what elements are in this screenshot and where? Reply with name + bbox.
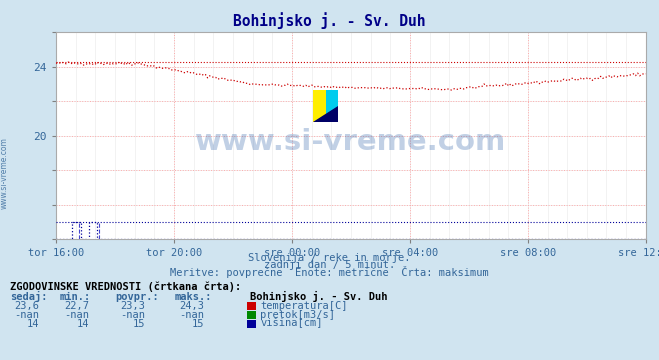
Polygon shape xyxy=(313,106,338,122)
Text: 15: 15 xyxy=(132,319,145,329)
Text: zadnji dan / 5 minut.: zadnji dan / 5 minut. xyxy=(264,260,395,270)
Text: 14: 14 xyxy=(27,319,40,329)
Text: 15: 15 xyxy=(192,319,204,329)
Text: višina[cm]: višina[cm] xyxy=(260,318,323,329)
Text: www.si-vreme.com: www.si-vreme.com xyxy=(195,128,507,156)
Text: pretok[m3/s]: pretok[m3/s] xyxy=(260,310,335,320)
Text: ZGODOVINSKE VREDNOSTI (črtkana črta):: ZGODOVINSKE VREDNOSTI (črtkana črta): xyxy=(10,281,241,292)
Text: povpr.:: povpr.: xyxy=(115,292,159,302)
Text: -nan: -nan xyxy=(120,310,145,320)
Text: -nan: -nan xyxy=(64,310,89,320)
Text: temperatura[C]: temperatura[C] xyxy=(260,301,348,311)
Text: 23,3: 23,3 xyxy=(120,301,145,311)
Text: www.si-vreme.com: www.si-vreme.com xyxy=(0,137,9,209)
Text: -nan: -nan xyxy=(14,310,40,320)
Text: -nan: -nan xyxy=(179,310,204,320)
Text: sedaj:: sedaj: xyxy=(10,291,47,302)
Text: 23,6: 23,6 xyxy=(14,301,40,311)
Text: Bohinjsko j. - Sv. Duh: Bohinjsko j. - Sv. Duh xyxy=(233,13,426,30)
Text: 14: 14 xyxy=(76,319,89,329)
Text: maks.:: maks.: xyxy=(175,292,212,302)
Text: 24,3: 24,3 xyxy=(179,301,204,311)
Text: 22,7: 22,7 xyxy=(64,301,89,311)
Text: min.:: min.: xyxy=(59,292,90,302)
Text: Slovenija / reke in morje.: Slovenija / reke in morje. xyxy=(248,253,411,263)
Text: Bohinjsko j. - Sv. Duh: Bohinjsko j. - Sv. Duh xyxy=(250,291,388,302)
Text: Meritve: povprečne  Enote: metrične  Črta: maksimum: Meritve: povprečne Enote: metrične Črta:… xyxy=(170,266,489,278)
